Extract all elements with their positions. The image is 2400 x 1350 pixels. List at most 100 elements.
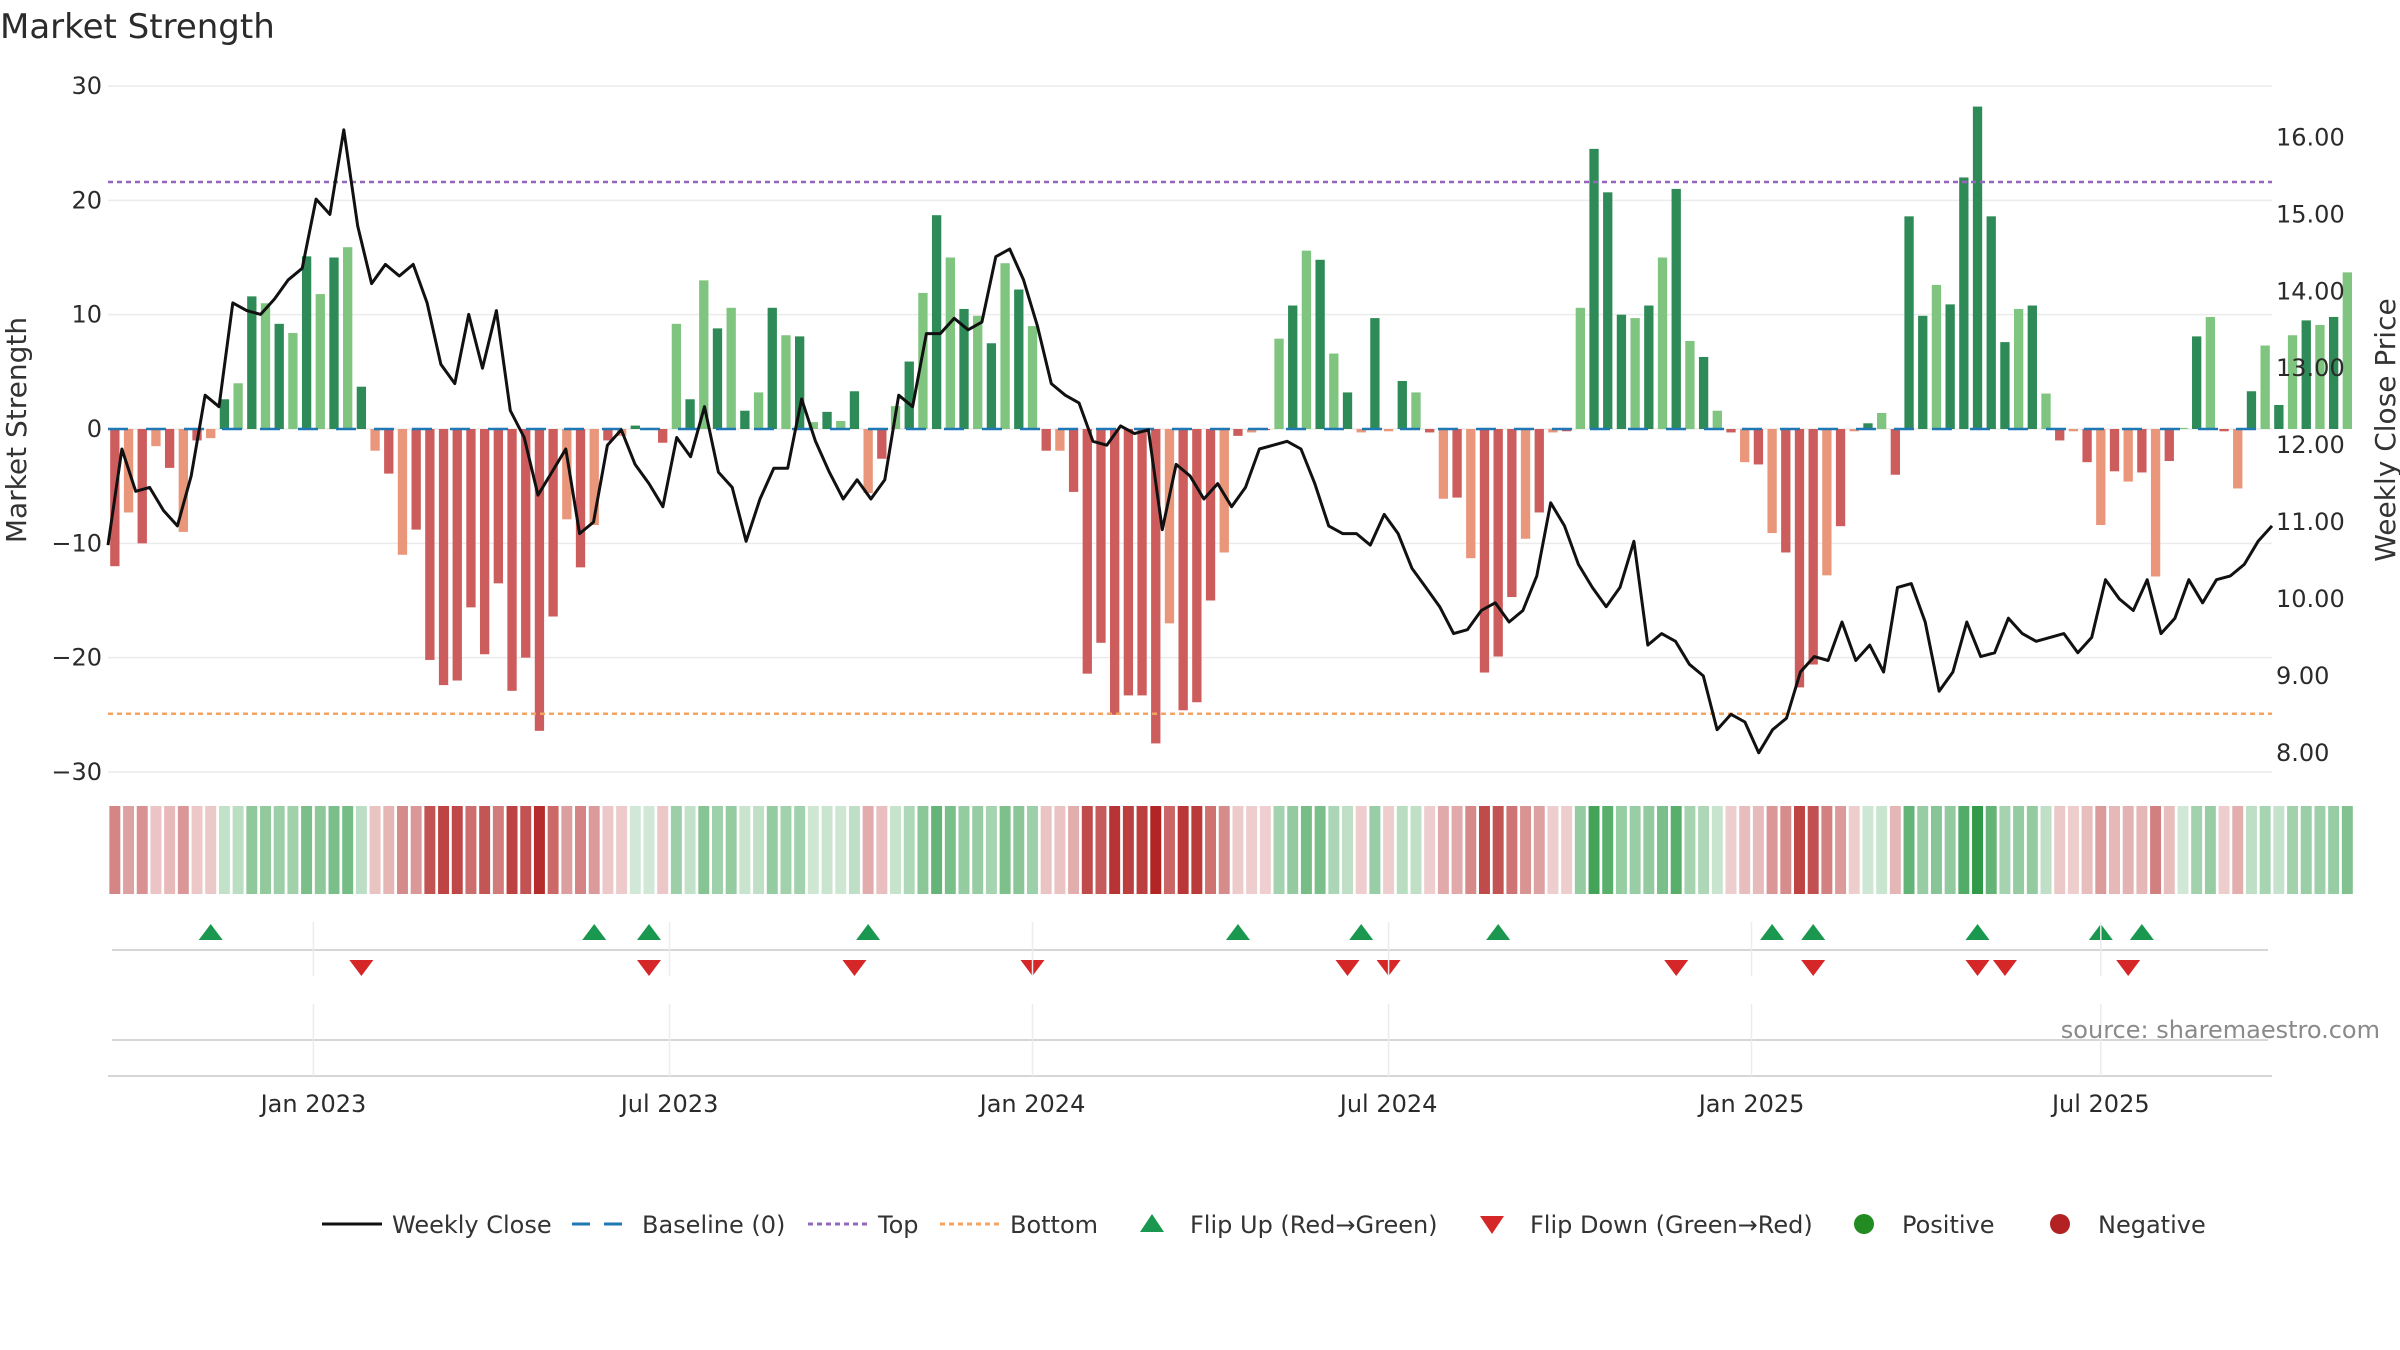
flip-down-marker <box>2116 960 2141 976</box>
heat-cell <box>1889 806 1901 894</box>
strength-bar <box>411 429 421 530</box>
heat-cell <box>424 806 436 894</box>
strength-bar <box>699 280 709 429</box>
flip-up-marker <box>856 924 881 940</box>
strength-bar <box>521 429 531 658</box>
right-tick-label: 13.00 <box>2276 354 2345 382</box>
heat-cell <box>766 806 778 894</box>
heat-cell <box>1328 806 1340 894</box>
heat-cell <box>670 806 682 894</box>
heat-cell <box>1533 806 1545 894</box>
heat-cell <box>1287 806 1299 894</box>
heat-cell <box>410 806 422 894</box>
strength-bar <box>1123 429 1134 696</box>
strength-bar <box>1288 305 1298 429</box>
heat-cell <box>1917 806 1929 894</box>
heat-cell <box>1807 806 1819 894</box>
heat-cell <box>958 806 970 894</box>
heat-cell <box>533 806 545 894</box>
heat-cell <box>2067 806 2079 894</box>
strength-bar <box>356 386 367 429</box>
strength-bar <box>1192 429 1202 703</box>
strength-bar <box>1397 380 1407 429</box>
flip-up-marker <box>1965 924 1990 940</box>
heat-cell <box>1520 806 1532 894</box>
strength-bar <box>1041 429 1051 451</box>
heat-cell <box>438 806 450 894</box>
flip-markers <box>112 924 2268 1041</box>
strength-bar <box>1219 429 1229 553</box>
strength-bar <box>1164 429 1175 624</box>
heat-cell <box>588 806 600 894</box>
heat-cell <box>506 806 518 894</box>
heat-cell <box>1013 806 1025 894</box>
strength-bar <box>1835 429 1846 527</box>
strength-bar <box>370 429 380 451</box>
heat-cell <box>1040 806 1052 894</box>
heat-cell <box>109 806 121 894</box>
strength-bar <box>1986 216 1996 429</box>
left-tick-label: −20 <box>51 644 102 672</box>
heat-cell <box>1711 806 1723 894</box>
strength-bar <box>507 429 517 691</box>
heat-cell <box>328 806 340 894</box>
strength-bar <box>329 257 339 429</box>
strength-bar <box>1740 429 1750 463</box>
strength-bar <box>1068 429 1079 492</box>
heat-cell <box>2013 806 2025 894</box>
strength-bar <box>781 335 791 429</box>
right-tick-label: 9.00 <box>2276 662 2329 690</box>
strength-bar <box>1890 429 1901 475</box>
weekly-close-line <box>106 128 2274 755</box>
strength-bar <box>1931 284 1942 429</box>
heat-cell <box>218 806 230 894</box>
flip-down-marker <box>637 960 661 976</box>
heat-cell <box>1698 806 1710 894</box>
strength-bar <box>1493 429 1503 657</box>
heat-cell <box>835 806 847 894</box>
heat-cell <box>1177 806 1189 894</box>
strength-bar <box>2192 336 2202 429</box>
heat-cell <box>465 806 477 894</box>
strength-bar <box>2219 429 2229 432</box>
heat-cell <box>1985 806 1997 894</box>
strength-bar <box>1425 429 1435 433</box>
strength-bar <box>603 429 613 441</box>
heat-cell <box>1314 806 1326 894</box>
heat-cell <box>1273 806 1285 894</box>
strength-bar <box>959 308 969 429</box>
strength-bar <box>863 429 873 494</box>
strength-bar <box>1959 177 1969 429</box>
strength-bar <box>1671 188 1681 429</box>
strength-bar <box>973 315 983 429</box>
strength-bar <box>301 256 312 429</box>
strength-bar <box>2178 427 2188 429</box>
strength-bar <box>1110 429 1120 715</box>
heat-cell <box>1547 806 1559 894</box>
strength-bar <box>740 410 750 429</box>
reference-lines <box>108 180 2272 715</box>
right-tick-label: 11.00 <box>2276 508 2345 536</box>
strength-bar <box>1589 148 1599 429</box>
legend-label: Baseline (0) <box>642 1211 785 1239</box>
legend-label: Negative <box>2098 1211 2206 1239</box>
heat-cell <box>1615 806 1627 894</box>
strength-bar <box>1644 305 1654 429</box>
heat-cell <box>1136 806 1148 894</box>
strength-bar <box>2096 429 2106 526</box>
right-axis-ticks: 16.00 15.00 14.00 13.00 12.00 11.00 10.00 9.00 8… <box>2276 124 2345 767</box>
strength-bar <box>274 323 284 429</box>
heat-cell <box>1478 806 1490 894</box>
heat-cell <box>753 806 765 894</box>
heat-cell <box>383 806 395 894</box>
price-line-group <box>106 128 2274 755</box>
strength-bar <box>534 429 545 731</box>
heat-cell <box>232 806 244 894</box>
left-axis-title: Market Strength <box>0 317 33 543</box>
strength-bar <box>151 429 161 447</box>
strength-bar <box>767 307 777 429</box>
heat-cell <box>1643 806 1655 894</box>
heat-cell <box>1862 806 1874 894</box>
heat-cell <box>2150 806 2162 894</box>
heat-cell <box>123 806 135 894</box>
